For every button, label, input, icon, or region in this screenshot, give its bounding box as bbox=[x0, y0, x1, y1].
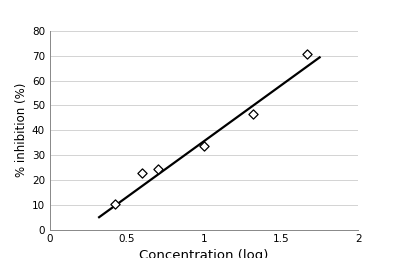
Point bbox=[111, 201, 118, 206]
X-axis label: Concentration (log): Concentration (log) bbox=[139, 249, 269, 258]
Point bbox=[139, 171, 146, 175]
Point bbox=[250, 112, 256, 116]
Y-axis label: % inhibition (%): % inhibition (%) bbox=[15, 83, 27, 178]
Point bbox=[304, 52, 310, 56]
Point bbox=[154, 167, 161, 171]
Point bbox=[201, 144, 207, 148]
